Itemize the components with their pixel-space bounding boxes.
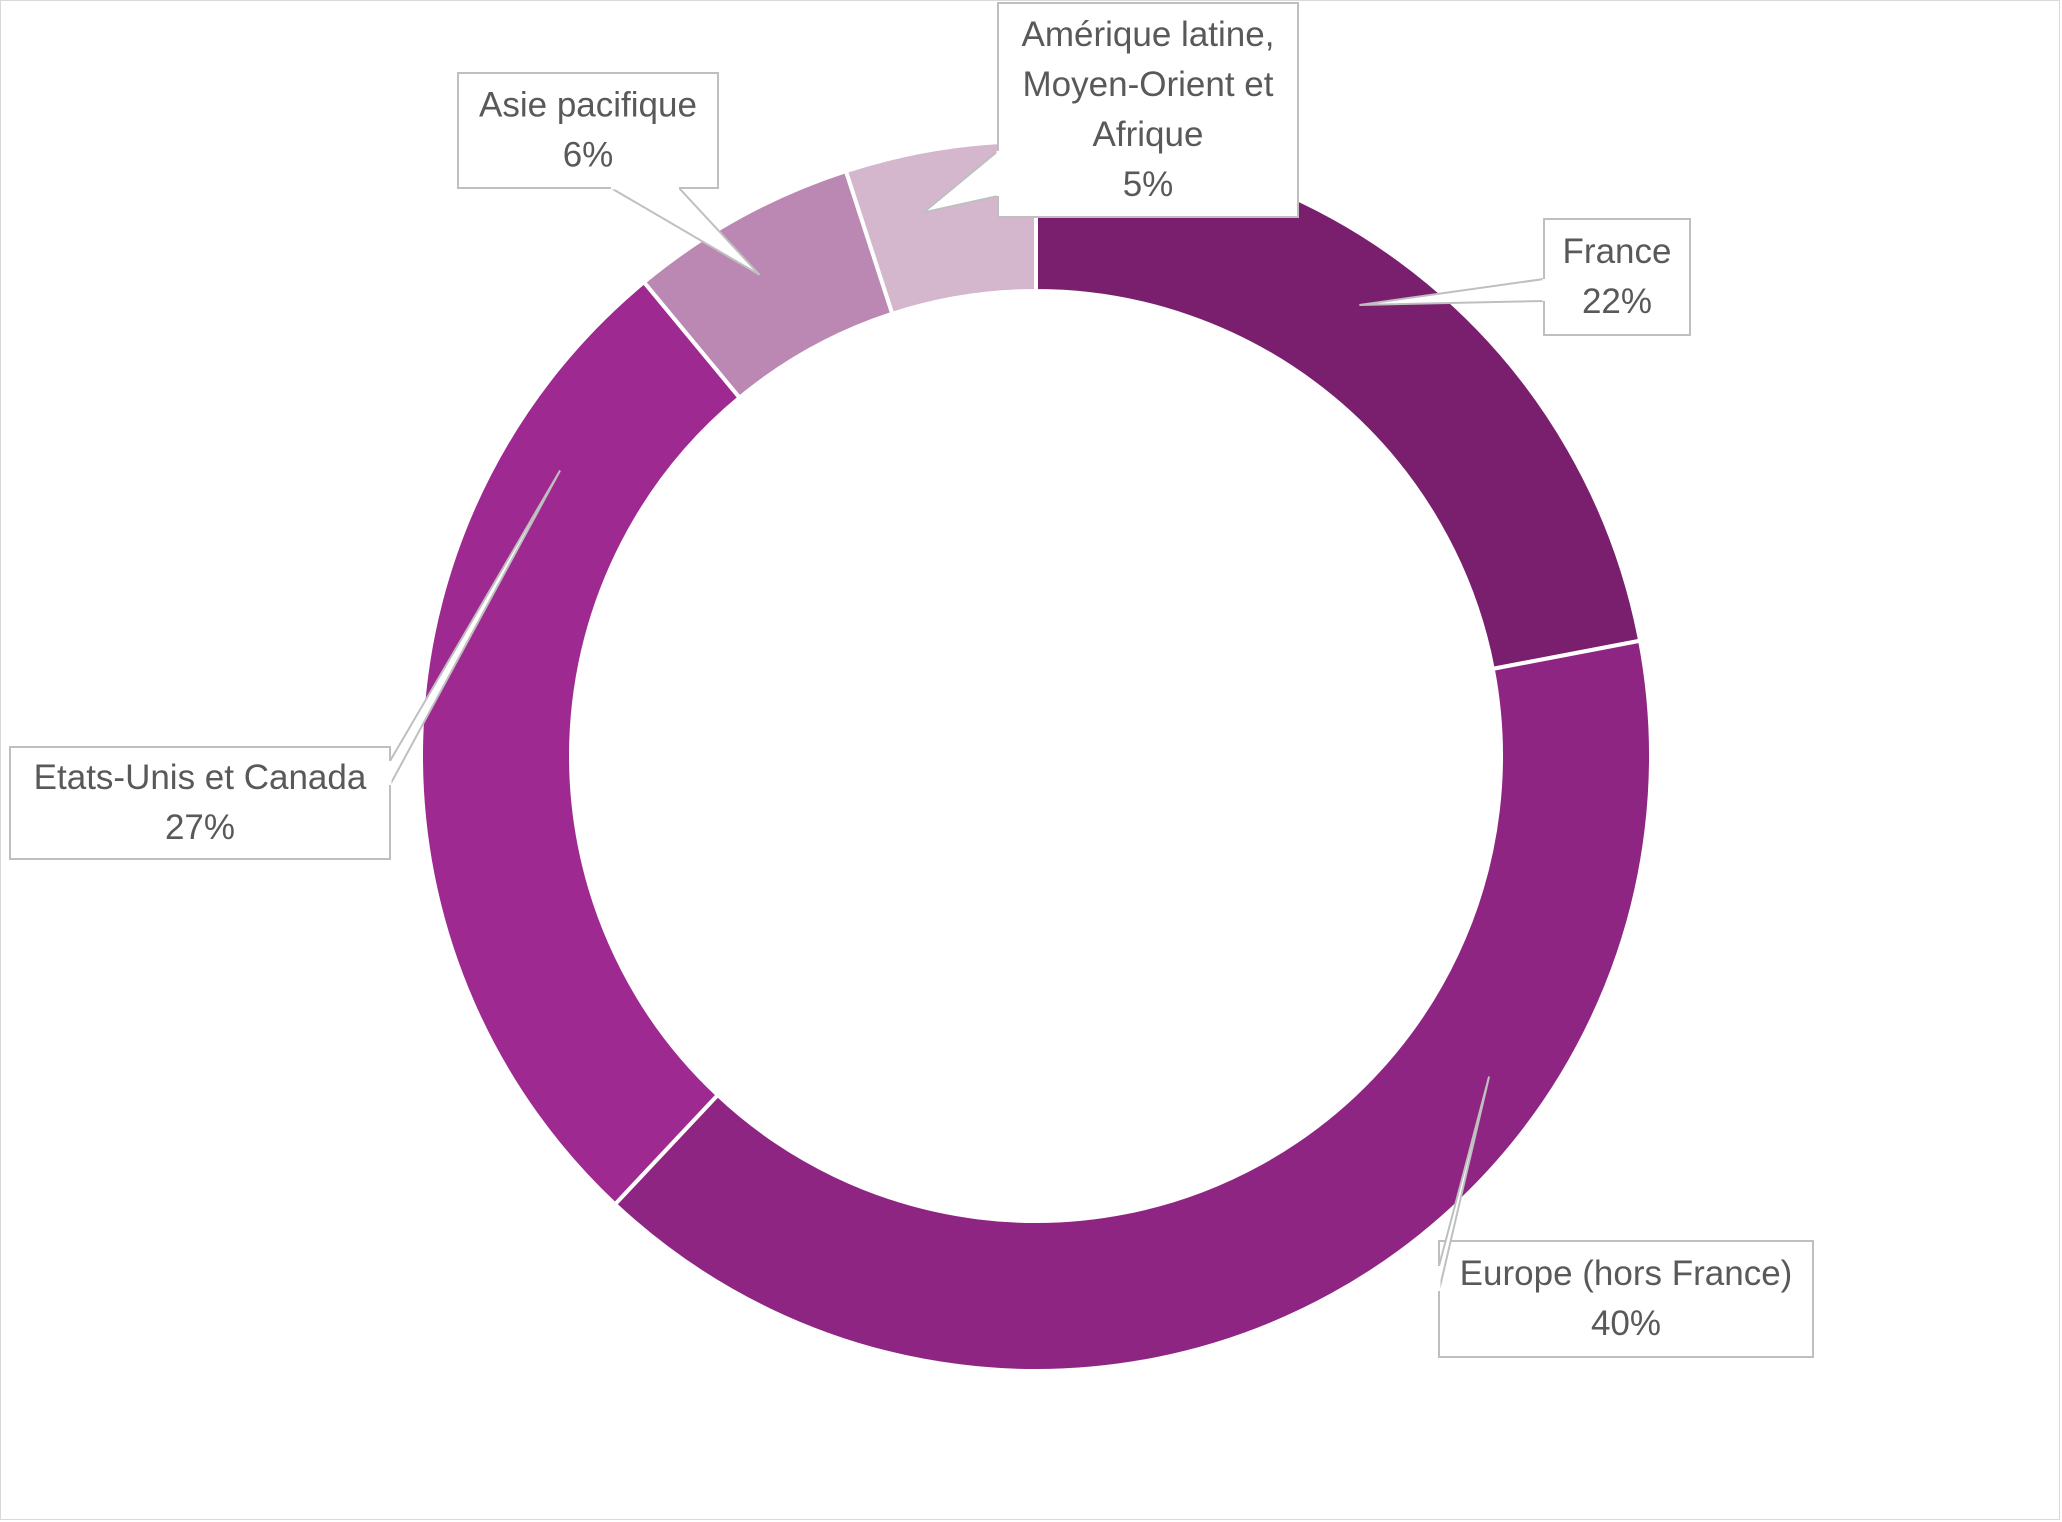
callout-label-amerique-latine-moyen-orient-et-afrique: Amérique latine, Moyen-Orient et Afrique: [1022, 15, 1275, 154]
slice-etats-unis-et-canada: [419, 279, 743, 1208]
callout-box: [457, 72, 719, 189]
slices-layer: [419, 138, 1653, 1373]
callout-etats-unis-et-canada: Etats-Unis et Canada 27%: [9, 469, 561, 860]
callout-value-etats-unis-et-canada: 27%: [165, 808, 235, 847]
callout-label-france: France: [1563, 232, 1672, 271]
callout-box: [997, 2, 1299, 218]
callout-value-france: 22%: [1582, 282, 1652, 321]
callout-box: [9, 746, 391, 860]
callout-asie-pacifique: Asie pacifique 6%: [457, 72, 761, 276]
callout-france: France 22%: [1359, 218, 1691, 336]
callout-box: [1543, 218, 1691, 336]
callout-amerique-latine-moyen-orient-et-afrique: Amérique latine, Moyen-Orient et Afrique 5%: [922, 2, 1299, 218]
callout-label-etats-unis-et-canada: Etats-Unis et Canada: [34, 758, 367, 797]
callout-label-europe-hors-france: Europe (hors France): [1460, 1254, 1793, 1293]
callout-value-amerique-latine-moyen-orient-et-afrique: 5%: [1123, 165, 1174, 204]
callout-europe-hors-france: Europe (hors France) 40%: [1437, 1076, 1814, 1358]
callout-box: [1438, 1240, 1814, 1358]
callout-label-asie-pacifique: Asie pacifique: [479, 86, 697, 125]
callout-value-europe-hors-france: 40%: [1591, 1304, 1661, 1343]
callouts-layer: France 22% Europe (hors France) 40% Etats-Un…: [9, 2, 1814, 1358]
callout-value-asie-pacifique: 6%: [563, 136, 614, 175]
slice-europe-hors-france: [612, 638, 1653, 1373]
